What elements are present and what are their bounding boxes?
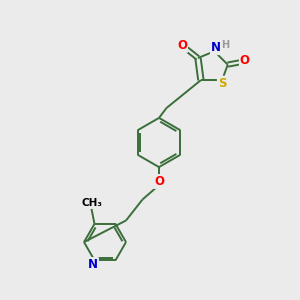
Text: CH₃: CH₃ [81,198,102,208]
Text: O: O [154,175,164,188]
Text: H: H [221,40,229,50]
Text: N: N [88,258,98,271]
Text: S: S [218,76,226,90]
Text: N: N [211,41,221,54]
Text: O: O [177,39,187,52]
Text: O: O [240,54,250,67]
